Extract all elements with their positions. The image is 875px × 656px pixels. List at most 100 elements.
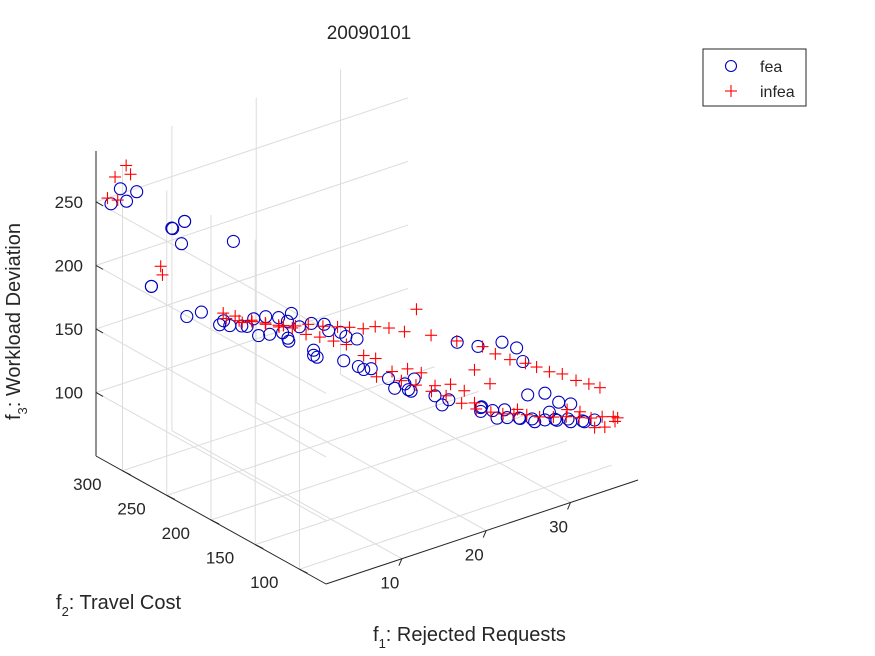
infea-point — [327, 335, 340, 348]
infea-point — [484, 406, 497, 419]
infea-point — [543, 365, 556, 378]
fea-point — [498, 403, 512, 417]
infea-point — [585, 412, 598, 425]
infea-point — [111, 194, 124, 207]
infea-point — [582, 377, 595, 390]
fea-point — [510, 341, 524, 355]
fea-point — [357, 362, 371, 377]
infea-point — [489, 347, 502, 360]
fea-point — [213, 318, 227, 332]
legend-box — [702, 48, 807, 107]
y-tick — [299, 568, 308, 574]
infea-point — [496, 407, 509, 420]
infea-point — [410, 303, 423, 316]
grid-line — [210, 415, 524, 521]
x-tick-label: 30 — [549, 517, 568, 536]
infea-point — [398, 325, 411, 338]
x-tick-label: 20 — [465, 546, 484, 565]
infea-point — [573, 411, 586, 424]
infea-point — [503, 353, 516, 366]
fea-point — [310, 350, 324, 364]
infea-point — [440, 389, 453, 402]
infea-point — [154, 260, 167, 273]
fea-point — [401, 383, 415, 397]
fea-point — [113, 182, 127, 196]
axes-lines — [95, 151, 639, 585]
infea-point — [609, 415, 621, 428]
infea-point — [588, 421, 601, 434]
infea-point — [468, 363, 481, 376]
infea-point — [316, 320, 329, 333]
infea-point — [458, 384, 471, 397]
infea-point — [272, 319, 285, 332]
y-tick-label: 300 — [73, 475, 101, 494]
fea-point — [263, 327, 277, 341]
infea-point — [530, 361, 543, 374]
x-tick-label: 10 — [380, 574, 399, 593]
infea-point — [109, 170, 122, 183]
fea-point — [282, 334, 296, 348]
infea-point — [382, 322, 395, 335]
series-fea — [104, 182, 602, 429]
infea-point — [217, 307, 230, 320]
legend-label-fea: fea — [760, 59, 782, 76]
infea-point — [570, 374, 583, 387]
z-tick — [95, 328, 104, 334]
infea-point — [455, 397, 468, 410]
infea-point — [395, 374, 408, 387]
infea-point — [233, 314, 246, 327]
infea-point — [415, 366, 428, 379]
infea-point — [401, 362, 414, 375]
fea-point — [284, 306, 298, 320]
y-tick-label: 250 — [117, 499, 145, 518]
y-tick — [122, 470, 131, 476]
infea-point — [386, 365, 399, 378]
fea-point — [381, 371, 396, 386]
infea-point — [450, 334, 463, 347]
fea-point — [144, 279, 158, 293]
infea-point — [573, 405, 586, 418]
infea-point — [611, 411, 624, 424]
legend: fea infea — [702, 48, 807, 107]
fea-point — [552, 395, 566, 409]
chart-title: 20090101 — [327, 23, 412, 44]
y-tick — [255, 544, 264, 550]
infea-point — [470, 402, 483, 415]
infea-point — [220, 312, 233, 325]
infea-point — [101, 192, 114, 205]
fea-point — [174, 237, 189, 251]
grid-line — [166, 390, 479, 496]
infea-point — [511, 403, 524, 416]
grid-line — [95, 97, 409, 203]
fea-point — [538, 386, 552, 400]
series-infea — [101, 159, 624, 434]
infea-point — [343, 321, 356, 334]
fea-point — [550, 413, 564, 427]
x-tick — [398, 558, 403, 566]
z-axis-label: f3: Workload Deviation — [3, 223, 30, 420]
grid-line — [95, 160, 409, 266]
fea-point — [247, 312, 261, 326]
fea-point — [292, 320, 306, 334]
fea-point — [178, 214, 192, 228]
infea-point — [556, 367, 569, 380]
infea-point — [596, 410, 609, 423]
infea-point — [429, 379, 442, 392]
grid-line — [299, 464, 612, 570]
infea-point — [120, 159, 133, 172]
fea-point — [521, 388, 535, 402]
infea-point — [357, 322, 370, 335]
fea-point — [180, 309, 194, 324]
infea-point — [561, 403, 574, 416]
fea-point — [194, 305, 208, 319]
z-tick-label: 250 — [55, 193, 83, 212]
grid-line — [95, 224, 409, 330]
y-tick — [166, 494, 175, 500]
infea-point — [236, 316, 249, 329]
z-tick-label: 150 — [55, 320, 83, 339]
z-tick — [95, 392, 104, 397]
z-tick — [95, 201, 104, 207]
infea-point — [547, 411, 560, 424]
legend-label-infea: infea — [760, 84, 795, 101]
fea-point — [542, 405, 556, 419]
